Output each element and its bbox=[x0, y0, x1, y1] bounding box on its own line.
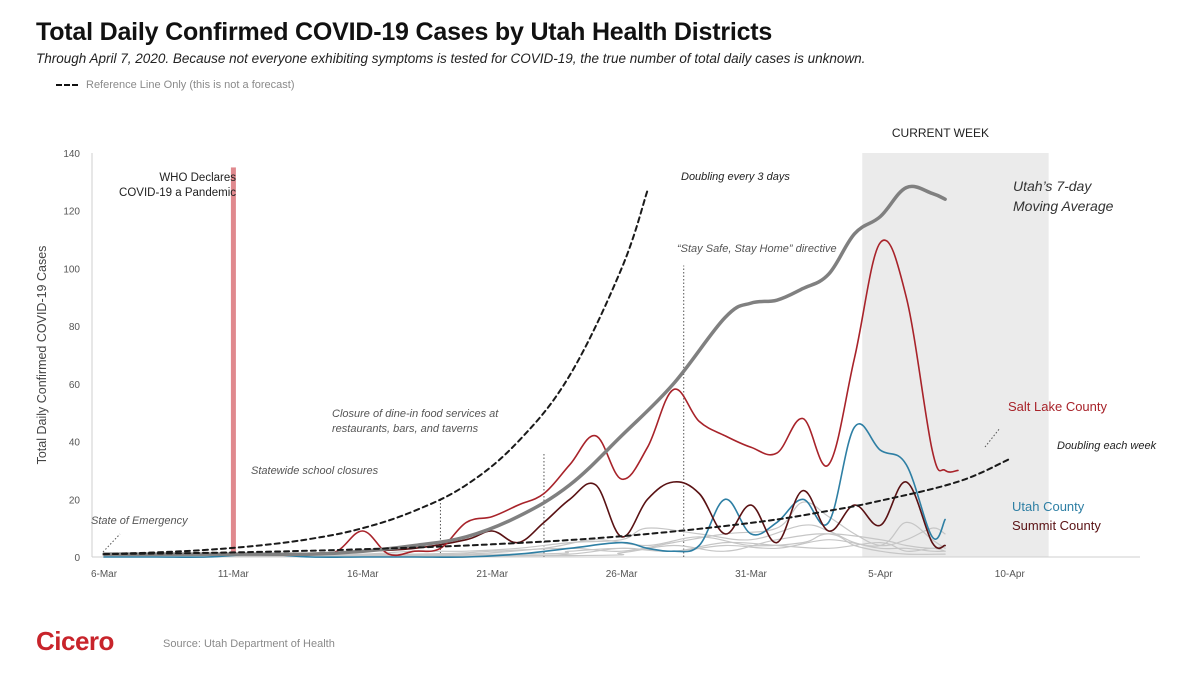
leader-salt-lake bbox=[984, 427, 1001, 448]
series-line-utah-s-7-day-moving-average bbox=[102, 184, 947, 557]
annot-salt-lake-line: Salt Lake County bbox=[1008, 399, 1108, 414]
annot-who: WHO Declares COVID-19 a Pandemic bbox=[119, 172, 236, 199]
annot-utah-county: Utah County bbox=[1012, 499, 1085, 514]
x-tick-label: 26-Mar bbox=[606, 569, 638, 580]
annot-dine-in-line: Closure of dine-in food services at bbox=[332, 408, 499, 420]
annot-moving-avg-line: Utah’s 7-day bbox=[1013, 178, 1092, 194]
annot-emergency: State of Emergency bbox=[91, 515, 189, 527]
dashed-line-swatch bbox=[56, 84, 78, 86]
chart-title: Total Daily Confirmed COVID-19 Cases by … bbox=[36, 18, 773, 46]
chart-subtitle: Through April 7, 2020. Because not every… bbox=[36, 51, 866, 66]
y-tick-label: 100 bbox=[63, 264, 80, 275]
current-week-label: CURRENT WEEK bbox=[892, 126, 989, 140]
series-line-other-districts-6 bbox=[103, 533, 946, 558]
x-tick-label: 10-Apr bbox=[995, 569, 1026, 580]
x-tick-label: 16-Mar bbox=[347, 569, 379, 580]
series-line-other-districts-1 bbox=[103, 524, 946, 557]
annot-moving-avg-line: Moving Average bbox=[1013, 198, 1114, 214]
source-note: Source: Utah Department of Health bbox=[163, 638, 335, 650]
y-tick-label: 140 bbox=[63, 149, 80, 160]
annot-doubling-3: Doubling every 3 days bbox=[681, 171, 790, 183]
x-tick-label: 6-Mar bbox=[91, 569, 118, 580]
annot-stay-home-line: “Stay Safe, Stay Home” directive bbox=[677, 243, 837, 255]
annot-doubling-week-line: Doubling each week bbox=[1057, 440, 1157, 452]
annot-summit-county: Summit County bbox=[1012, 518, 1101, 533]
annot-utah-county-line: Utah County bbox=[1012, 499, 1085, 514]
y-tick-label: 120 bbox=[63, 207, 80, 218]
annot-school: Statewide school closures bbox=[251, 465, 379, 477]
leader-emergency bbox=[102, 533, 121, 553]
annot-who-line: WHO Declares bbox=[159, 172, 236, 184]
annot-school-line: Statewide school closures bbox=[251, 465, 379, 477]
x-tick-label: 31-Mar bbox=[735, 569, 767, 580]
annot-salt-lake: Salt Lake County bbox=[1008, 399, 1108, 414]
who-pandemic-bar bbox=[230, 167, 236, 557]
y-tick-label: 80 bbox=[69, 322, 81, 333]
annot-doubling-week: Doubling each week bbox=[1057, 440, 1157, 452]
y-tick-label: 40 bbox=[69, 438, 81, 449]
legend-label: Reference Line Only (this is not a forec… bbox=[86, 79, 295, 91]
x-tick-label: 5-Apr bbox=[868, 569, 893, 580]
annot-stay-home: “Stay Safe, Stay Home” directive bbox=[677, 243, 837, 255]
x-tick-label: 11-Mar bbox=[218, 569, 250, 580]
annot-doubling-3-line: Doubling every 3 days bbox=[681, 171, 790, 183]
annot-dine-in-line: restaurants, bars, and taverns bbox=[332, 423, 479, 435]
y-tick-label: 20 bbox=[69, 495, 81, 506]
series-line-reference-doubling-every-3-days bbox=[103, 189, 649, 556]
annot-summit-county-line: Summit County bbox=[1012, 518, 1101, 533]
current-week-band bbox=[862, 153, 1049, 557]
annot-dine-in: Closure of dine-in food services at resta… bbox=[332, 408, 499, 435]
y-tick-label: 0 bbox=[74, 553, 80, 564]
series-line-utah-county bbox=[103, 423, 946, 559]
y-tick-label: 60 bbox=[69, 380, 81, 391]
y-axis-title: Total Daily Confirmed COVID-19 Cases bbox=[35, 246, 49, 465]
annot-who-line: COVID-19 a Pandemic bbox=[119, 187, 236, 199]
annot-emergency-line: State of Emergency bbox=[91, 515, 189, 527]
annot-moving-avg: Utah’s 7-day Moving Average bbox=[1013, 178, 1114, 214]
reference-legend: Reference Line Only (this is not a forec… bbox=[56, 79, 294, 91]
cicero-logo: Cicero bbox=[36, 626, 114, 656]
series-line-reference-doubling-each-week bbox=[103, 457, 1011, 556]
x-tick-label: 21-Mar bbox=[476, 569, 508, 580]
series-line-summit-county bbox=[103, 480, 946, 556]
